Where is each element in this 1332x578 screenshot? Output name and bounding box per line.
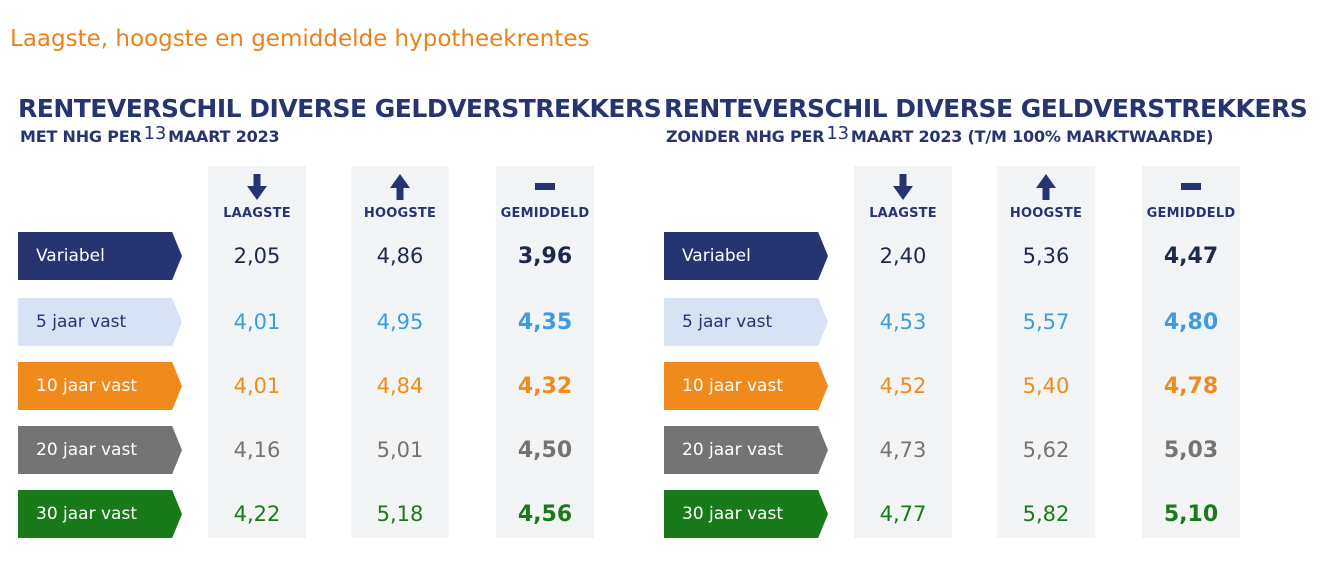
subheading-prefix: MET NHG PER bbox=[20, 127, 142, 146]
cell-variabel-avg: 4,47 bbox=[1163, 243, 1219, 269]
column-header-avg: GEMIDDELD bbox=[496, 174, 594, 230]
row-label-variabel: Variabel bbox=[664, 232, 828, 280]
column-background-low bbox=[854, 166, 952, 538]
cell-30-jaar-vast-low: 4,22 bbox=[233, 502, 281, 526]
cell-20-jaar-vast-low: 4,16 bbox=[233, 438, 281, 462]
row-label-20-jaar-vast: 20 jaar vast bbox=[664, 426, 828, 474]
table-subheading: ZONDER NHG PER 13 MAART 2023 (T/M 100% MAR… bbox=[666, 123, 1214, 147]
column-label-avg: GEMIDDELD bbox=[500, 206, 590, 221]
table-subheading: MET NHG PER 13 MAART 2023 bbox=[20, 123, 280, 147]
dash-icon bbox=[496, 174, 594, 206]
cell-20-jaar-vast-avg: 4,50 bbox=[517, 437, 573, 463]
cell-20-jaar-vast-high: 5,62 bbox=[1022, 438, 1070, 462]
cell-10-jaar-vast-high: 4,84 bbox=[376, 374, 424, 398]
subheading-suffix: MAART 2023 (T/M 100% MARKTWAARDE) bbox=[850, 127, 1214, 146]
cell-5-jaar-vast-avg: 4,35 bbox=[517, 309, 573, 335]
column-header-avg: GEMIDDELD bbox=[1142, 174, 1240, 230]
table-heading: RENTEVERSCHIL DIVERSE GELDVERSTREKKERS bbox=[664, 94, 1308, 123]
cell-5-jaar-vast-high: 5,57 bbox=[1022, 310, 1070, 334]
cell-20-jaar-vast-high: 5,01 bbox=[376, 438, 424, 462]
page-title: Laagste, hoogste en gemiddelde hypotheek… bbox=[10, 26, 590, 52]
table-heading: RENTEVERSCHIL DIVERSE GELDVERSTREKKERS bbox=[18, 94, 662, 123]
subheading-prefix: ZONDER NHG PER bbox=[666, 127, 825, 146]
dash-icon bbox=[1142, 174, 1240, 206]
cell-30-jaar-vast-avg: 5,10 bbox=[1163, 501, 1219, 527]
row-label-variabel: Variabel bbox=[18, 232, 182, 280]
cell-variabel-avg: 3,96 bbox=[517, 243, 573, 269]
cell-variabel-high: 4,86 bbox=[376, 244, 424, 268]
cell-10-jaar-vast-low: 4,52 bbox=[879, 374, 927, 398]
arrow-down-icon bbox=[854, 174, 952, 206]
cell-variabel-high: 5,36 bbox=[1022, 244, 1070, 268]
subheading-suffix: MAART 2023 bbox=[168, 127, 280, 146]
row-label-5-jaar-vast: 5 jaar vast bbox=[18, 298, 182, 346]
cell-30-jaar-vast-high: 5,18 bbox=[376, 502, 424, 526]
cell-10-jaar-vast-low: 4,01 bbox=[233, 374, 281, 398]
cell-30-jaar-vast-high: 5,82 bbox=[1022, 502, 1070, 526]
cell-5-jaar-vast-avg: 4,80 bbox=[1163, 309, 1219, 335]
column-header-low: LAAGSTE bbox=[854, 174, 952, 230]
cell-20-jaar-vast-low: 4,73 bbox=[879, 438, 927, 462]
column-header-high: HOOGSTE bbox=[351, 174, 449, 230]
subheading-day: 13 bbox=[826, 123, 849, 144]
row-label-20-jaar-vast: 20 jaar vast bbox=[18, 426, 182, 474]
cell-10-jaar-vast-avg: 4,32 bbox=[517, 373, 573, 399]
arrow-down-icon bbox=[208, 174, 306, 206]
subheading-day: 13 bbox=[143, 123, 167, 144]
row-label-30-jaar-vast: 30 jaar vast bbox=[664, 490, 828, 538]
column-background-avg bbox=[496, 166, 594, 538]
row-label-30-jaar-vast: 30 jaar vast bbox=[18, 490, 182, 538]
column-background-high bbox=[997, 166, 1095, 538]
column-background-high bbox=[351, 166, 449, 538]
table-met-nhg: RENTEVERSCHIL DIVERSE GELDVERSTREKKERS ME… bbox=[18, 94, 662, 554]
cell-10-jaar-vast-high: 5,40 bbox=[1022, 374, 1070, 398]
row-label-5-jaar-vast: 5 jaar vast bbox=[664, 298, 828, 346]
column-label-high: HOOGSTE bbox=[1009, 206, 1083, 221]
column-label-low: LAAGSTE bbox=[223, 206, 291, 221]
column-label-low: LAAGSTE bbox=[869, 206, 937, 221]
row-label-10-jaar-vast: 10 jaar vast bbox=[664, 362, 828, 410]
cell-30-jaar-vast-low: 4,77 bbox=[879, 502, 927, 526]
column-background-low bbox=[208, 166, 306, 538]
cell-20-jaar-vast-avg: 5,03 bbox=[1163, 437, 1219, 463]
column-background-avg bbox=[1142, 166, 1240, 538]
column-header-low: LAAGSTE bbox=[208, 174, 306, 230]
column-label-high: HOOGSTE bbox=[363, 206, 437, 221]
arrow-up-icon bbox=[997, 174, 1095, 206]
cell-30-jaar-vast-avg: 4,56 bbox=[517, 501, 573, 527]
arrow-up-icon bbox=[351, 174, 449, 206]
cell-5-jaar-vast-low: 4,01 bbox=[233, 310, 281, 334]
cell-variabel-low: 2,05 bbox=[233, 244, 281, 268]
cell-variabel-low: 2,40 bbox=[879, 244, 927, 268]
cell-5-jaar-vast-high: 4,95 bbox=[376, 310, 424, 334]
row-label-10-jaar-vast: 10 jaar vast bbox=[18, 362, 182, 410]
column-header-high: HOOGSTE bbox=[997, 174, 1095, 230]
cell-10-jaar-vast-avg: 4,78 bbox=[1163, 373, 1219, 399]
table-zonder-nhg: RENTEVERSCHIL DIVERSE GELDVERSTREKKERS ZO… bbox=[664, 94, 1308, 554]
column-label-avg: GEMIDDELD bbox=[1146, 206, 1236, 221]
cell-5-jaar-vast-low: 4,53 bbox=[879, 310, 927, 334]
